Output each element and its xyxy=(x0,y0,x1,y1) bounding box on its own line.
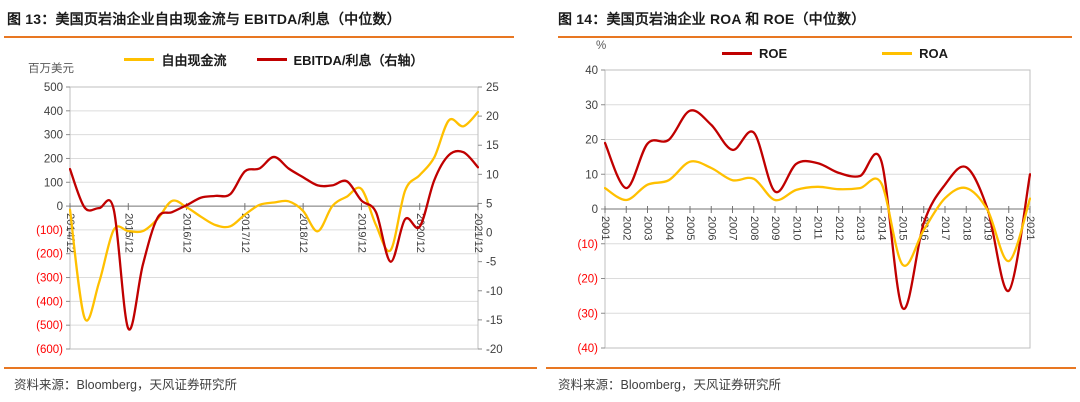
right-axis-tick-labels: 25 20 15 10 5 0 -5 -10 -15 -20 xyxy=(478,82,503,356)
legend-label-roa: ROA xyxy=(919,46,949,61)
figure-14-title: 图 14：美国页岩油企业 ROA 和 ROE（中位数） xyxy=(558,11,866,27)
y-tick-label: (10) xyxy=(578,239,599,251)
source-note: 资料来源：Bloomberg，天风证券研究所 xyxy=(14,378,237,392)
x-tick-label: 2001 xyxy=(599,216,611,240)
y-tick-label: 20 xyxy=(486,111,499,123)
y-tick-label: 200 xyxy=(44,153,63,165)
x-tick-label: 2020 xyxy=(1003,216,1015,240)
left-axis-tick-labels: 500 400 300 200 100 0 (100) (200) (300) (400) (500… xyxy=(36,82,70,356)
figure-14: 图 14：美国页岩油企业 ROA 和 ROE（中位数） % ROE ROA 40… xyxy=(540,0,1080,402)
fcf-ebitda-chart: 5004003002001000(100)(200)(300)(400)(500… xyxy=(36,82,503,356)
x-tick-label: 2012 xyxy=(833,216,845,240)
y-tick-label: 100 xyxy=(44,177,63,189)
legend-label-ebitda: EBITDA/利息（右轴） xyxy=(293,53,424,68)
x-tick-label: 2017 xyxy=(939,216,951,240)
x-tick-label: 2002 xyxy=(620,216,632,240)
y-tick-label: 500 xyxy=(44,82,63,94)
gridlines xyxy=(605,104,1030,314)
legend-item-fcf: 自由现金流 xyxy=(124,50,227,69)
y-tick-label: -5 xyxy=(486,257,496,269)
roe-line-swatch xyxy=(721,52,752,55)
left-axis-tick-labels: 40 30 20 10 0 (10) (20) (30) (40) xyxy=(578,65,605,355)
x-tick-label: 2003 xyxy=(642,216,654,240)
series-lines xyxy=(69,110,479,331)
fcf_ebitda-right-series-line xyxy=(69,149,479,331)
x-tick-label: 2020/12 xyxy=(414,213,426,253)
legend: ROE ROA xyxy=(605,46,1065,61)
series-lines xyxy=(604,109,1031,310)
percent-axis-unit-label: % xyxy=(596,40,607,52)
y-tick-label: (40) xyxy=(578,343,599,355)
y-tick-label: (200) xyxy=(36,249,63,261)
x-tick-label: 2004 xyxy=(663,216,675,240)
x-tick-label: 2015/12 xyxy=(122,213,134,253)
x-tick-label: 2007 xyxy=(727,216,739,240)
x-tick-label: 2018 xyxy=(960,216,972,240)
y-tick-label: 10 xyxy=(486,169,499,181)
y-tick-label: 40 xyxy=(585,65,598,77)
legend-item-roe: ROE xyxy=(721,46,788,61)
legend: 自由现金流 EBITDA/利息（右轴） xyxy=(70,50,478,69)
figure-13-title: 图 13：美国页岩油企业自由现金流与 EBITDA/利息（中位数） xyxy=(7,11,401,27)
y-tick-label: 0 xyxy=(486,228,492,240)
y-tick-label: (300) xyxy=(36,273,63,285)
x-tick-label: 2011 xyxy=(812,216,824,240)
y-tick-label: 400 xyxy=(44,106,63,118)
x-tick-label: 2006 xyxy=(705,216,717,240)
x-tick-label: 2019/12 xyxy=(356,213,368,253)
x-tick-label: 2016/12 xyxy=(181,213,193,253)
roa_roe-left-series-line xyxy=(604,109,1031,310)
roa_roe-left-series-line xyxy=(604,160,1031,267)
left-axis-unit-label: 百万美元 xyxy=(28,63,74,75)
x-tick-label: 2014 xyxy=(875,216,887,240)
x-axis-tick-labels: 2014/12 2015/12 2016/12 2017/12 2018/12 2019/… xyxy=(64,203,484,253)
x-tick-label: 2021/12 xyxy=(472,213,484,253)
y-tick-label: 10 xyxy=(585,169,598,181)
x-tick-label: 2010 xyxy=(790,216,802,240)
legend-item-roa: ROA xyxy=(882,46,948,61)
y-tick-label: (600) xyxy=(36,344,63,356)
legend-item-ebitda: EBITDA/利息（右轴） xyxy=(256,50,424,69)
x-tick-label: 2018/12 xyxy=(297,213,309,253)
title-underline xyxy=(558,35,1072,38)
roa-line-swatch xyxy=(882,52,913,55)
y-tick-label: 30 xyxy=(585,100,598,112)
y-tick-label: 15 xyxy=(486,140,499,152)
y-tick-label: 25 xyxy=(486,82,499,94)
x-tick-label: 2017/12 xyxy=(239,213,251,253)
x-tick-label: 2015 xyxy=(897,216,909,240)
title-underline xyxy=(4,35,514,38)
y-tick-label: (30) xyxy=(578,308,599,320)
y-tick-label: 5 xyxy=(486,198,492,210)
legend-label-roe: ROE xyxy=(758,46,788,61)
x-tick-label: 2008 xyxy=(748,216,760,240)
y-tick-label: (20) xyxy=(578,274,599,286)
figure-13: 图 13：美国页岩油企业自由现金流与 EBITDA/利息（中位数） 百万美元 自… xyxy=(4,11,537,392)
footer-rule xyxy=(546,366,1076,369)
y-tick-label: 0 xyxy=(57,201,63,213)
y-tick-label: (500) xyxy=(36,320,63,332)
x-tick-label: 2009 xyxy=(769,216,781,240)
fcf_ebitda-left-series-line xyxy=(69,110,479,322)
x-axis-tick-labels: 2001 2002 2003 2004 2005 2006 2007 2008 2009 2010… xyxy=(599,206,1036,240)
ebitda-line-swatch xyxy=(256,58,287,61)
y-tick-label: 20 xyxy=(585,135,598,147)
fcf-line-swatch xyxy=(124,58,155,61)
footer-rule xyxy=(4,366,537,369)
x-tick-label: 2021 xyxy=(1024,216,1036,240)
x-tick-label: 2005 xyxy=(684,216,696,240)
y-tick-label: -15 xyxy=(486,315,503,327)
y-tick-label: 0 xyxy=(592,204,598,216)
y-tick-label: (100) xyxy=(36,225,63,237)
y-tick-label: -10 xyxy=(486,286,503,298)
y-tick-label: (400) xyxy=(36,296,63,308)
legend-label-fcf: 自由现金流 xyxy=(161,53,227,68)
y-tick-label: 300 xyxy=(44,130,63,142)
source-note: 资料来源：Bloomberg，天风证券研究所 xyxy=(558,378,781,392)
y-tick-label: -20 xyxy=(486,344,503,356)
x-tick-label: 2013 xyxy=(854,216,866,240)
